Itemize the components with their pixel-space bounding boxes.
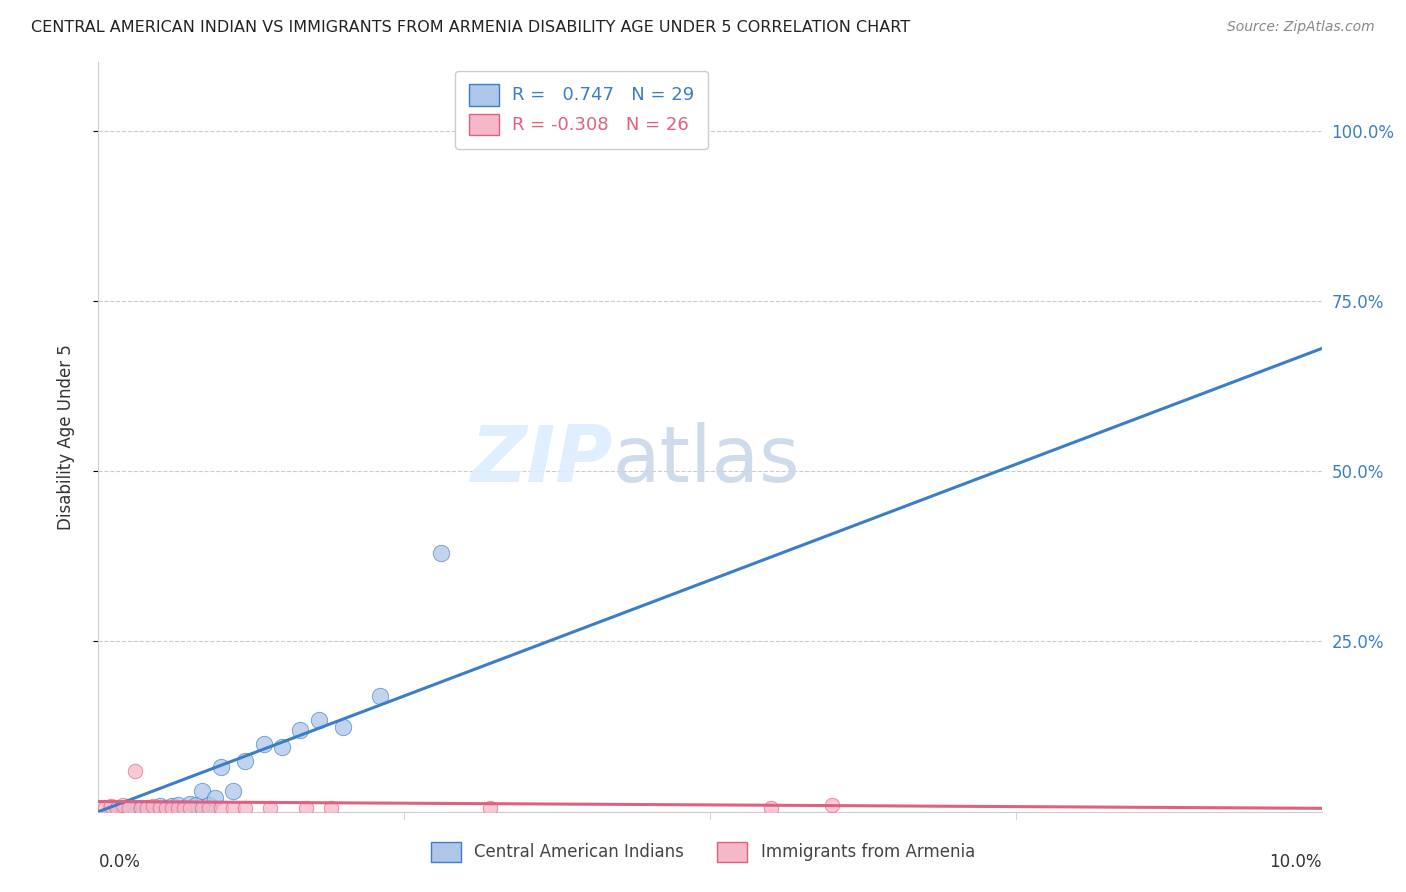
Point bbox=[124, 801, 146, 815]
Point bbox=[155, 801, 177, 815]
Legend: Central American Indians, Immigrants from Armenia: Central American Indians, Immigrants fro… bbox=[423, 833, 983, 871]
Point bbox=[136, 801, 159, 815]
Point bbox=[118, 801, 141, 815]
Point bbox=[761, 801, 783, 815]
Point bbox=[191, 784, 214, 798]
Point bbox=[124, 764, 146, 778]
Point bbox=[270, 739, 294, 754]
Point bbox=[209, 801, 232, 815]
Point bbox=[173, 801, 195, 815]
Point bbox=[290, 723, 312, 737]
Point bbox=[197, 801, 219, 815]
Y-axis label: Disability Age Under 5: Disability Age Under 5 bbox=[56, 344, 75, 530]
Point bbox=[233, 801, 256, 815]
Point bbox=[149, 799, 172, 814]
Point bbox=[173, 801, 195, 815]
Point bbox=[142, 801, 165, 815]
Point bbox=[100, 801, 122, 815]
Point bbox=[191, 801, 214, 815]
Point bbox=[332, 720, 354, 734]
Point bbox=[105, 801, 128, 815]
Legend: R =   0.747   N = 29, R = -0.308   N = 26: R = 0.747 N = 29, R = -0.308 N = 26 bbox=[456, 70, 707, 149]
Point bbox=[149, 801, 172, 815]
Point bbox=[186, 797, 208, 812]
Text: 10.0%: 10.0% bbox=[1270, 853, 1322, 871]
Point bbox=[368, 689, 391, 703]
Point bbox=[111, 801, 134, 815]
Point bbox=[430, 546, 453, 560]
Point bbox=[111, 797, 134, 812]
Point bbox=[319, 801, 342, 815]
Point bbox=[209, 760, 232, 774]
Text: 0.0%: 0.0% bbox=[98, 853, 141, 871]
Point bbox=[204, 791, 226, 805]
Text: atlas: atlas bbox=[612, 422, 800, 498]
Text: Source: ZipAtlas.com: Source: ZipAtlas.com bbox=[1227, 20, 1375, 34]
Point bbox=[100, 799, 122, 814]
Point bbox=[197, 797, 219, 812]
Point bbox=[252, 737, 274, 751]
Point bbox=[167, 801, 190, 815]
Point bbox=[308, 713, 330, 727]
Point bbox=[259, 801, 281, 815]
Point bbox=[142, 799, 165, 814]
Point bbox=[179, 797, 201, 811]
Point bbox=[821, 797, 844, 812]
Point bbox=[155, 801, 177, 815]
Point bbox=[233, 754, 256, 768]
Point bbox=[478, 801, 501, 815]
Point bbox=[600, 117, 623, 131]
Point bbox=[295, 801, 318, 815]
Point bbox=[118, 801, 141, 815]
Point bbox=[222, 784, 245, 798]
Point bbox=[129, 801, 152, 815]
Point bbox=[129, 801, 152, 815]
Point bbox=[160, 801, 183, 815]
Point bbox=[93, 801, 115, 815]
Point bbox=[167, 797, 190, 812]
Point bbox=[179, 801, 201, 815]
Point bbox=[222, 801, 245, 815]
Point bbox=[160, 799, 183, 814]
Text: ZIP: ZIP bbox=[470, 422, 612, 498]
Point bbox=[105, 801, 128, 815]
Point bbox=[136, 801, 159, 815]
Text: CENTRAL AMERICAN INDIAN VS IMMIGRANTS FROM ARMENIA DISABILITY AGE UNDER 5 CORREL: CENTRAL AMERICAN INDIAN VS IMMIGRANTS FR… bbox=[31, 20, 910, 35]
